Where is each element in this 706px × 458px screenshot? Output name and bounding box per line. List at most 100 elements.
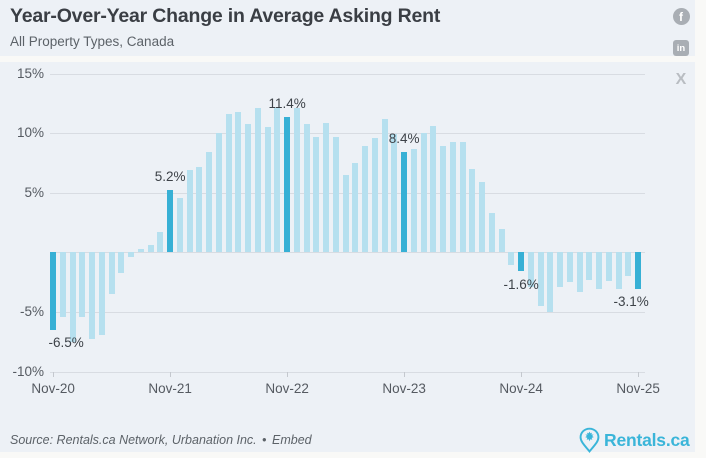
bar-sep-22[interactable] [264, 127, 271, 253]
bar-jun-22[interactable] [235, 111, 242, 253]
y-axis-label-10: 10% [16, 125, 44, 141]
bar-jan-24[interactable] [420, 133, 427, 253]
bar-aug-23[interactable] [371, 138, 378, 253]
bar-jun-25[interactable] [586, 252, 593, 280]
bar-oct-24[interactable] [508, 252, 515, 266]
facebook-share-button[interactable]: f [672, 7, 690, 25]
x-axis-label-nov-20: Nov-20 [31, 381, 75, 396]
bar-jun-21[interactable] [118, 252, 125, 273]
bar-apr-23[interactable] [332, 136, 339, 253]
bar-nov-24[interactable] [518, 252, 525, 272]
bar-jan-23[interactable] [303, 123, 310, 253]
source-text: Source: Rentals.ca Network, Urbanation I… [10, 433, 257, 447]
bar-sep-24[interactable] [498, 228, 505, 253]
bar-mar-22[interactable] [206, 152, 213, 253]
bar-feb-22[interactable] [196, 166, 203, 253]
bar-dec-20[interactable] [59, 252, 66, 317]
bar-nov-25[interactable] [635, 252, 642, 290]
x-axis-label-nov-21: Nov-21 [148, 381, 192, 396]
bar-may-22[interactable] [225, 114, 232, 253]
data-label-nov-23: 8.4% [388, 131, 420, 147]
rentalsca-logo[interactable]: Rentals.ca [579, 427, 690, 454]
x-axis-label-nov-25: Nov-25 [616, 381, 660, 396]
data-label-nov-20: -6.5% [48, 334, 84, 350]
bar-sep-21[interactable] [147, 245, 154, 253]
x-tick-nov-24 [521, 371, 523, 377]
bar-dec-23[interactable] [410, 148, 417, 253]
bar-may-25[interactable] [576, 252, 583, 292]
separator-bullet: • [262, 433, 267, 447]
x-share-button[interactable]: X [672, 71, 690, 89]
bar-jun-23[interactable] [352, 163, 359, 253]
bar-jul-21[interactable] [128, 252, 135, 258]
y-axis-label-15: 15% [16, 65, 44, 81]
bar-apr-22[interactable] [215, 133, 222, 253]
bar-feb-24[interactable] [430, 126, 437, 253]
x-tick-nov-25 [638, 371, 640, 377]
x-tick-nov-20 [53, 371, 55, 377]
bar-sep-23[interactable] [381, 118, 388, 253]
bar-dec-22[interactable] [293, 108, 300, 253]
chart-subtitle: All Property Types, Canada [10, 34, 175, 49]
bar-aug-21[interactable] [137, 248, 144, 253]
y-axis-label-5: 5% [24, 184, 44, 200]
embed-link[interactable]: Embed [272, 433, 312, 447]
bar-jan-22[interactable] [186, 170, 193, 253]
bar-aug-22[interactable] [254, 108, 261, 253]
bar-oct-23[interactable] [391, 134, 398, 253]
x-axis-label-nov-23: Nov-23 [382, 381, 426, 396]
data-label-nov-22: 11.4% [268, 95, 306, 111]
gridline-10 [50, 133, 645, 135]
bar-oct-21[interactable] [157, 232, 164, 253]
chart-title: Year-Over-Year Change in Average Asking … [10, 5, 441, 27]
bar-feb-23[interactable] [313, 136, 320, 253]
bar-feb-25[interactable] [547, 252, 554, 312]
bar-jan-21[interactable] [69, 252, 76, 342]
x-axis-label-nov-22: Nov-22 [265, 381, 309, 396]
source-attribution: Source: Rentals.ca Network, Urbanation I… [10, 433, 312, 447]
bar-jul-22[interactable] [245, 123, 252, 253]
bar-jul-23[interactable] [362, 146, 369, 253]
bar-jul-24[interactable] [479, 182, 486, 253]
bar-jun-24[interactable] [469, 169, 476, 253]
linkedin-icon: in [673, 40, 689, 56]
facebook-icon: f [672, 7, 690, 25]
linkedin-share-button[interactable]: in [672, 39, 690, 57]
bar-dec-24[interactable] [527, 252, 534, 287]
gridline-15 [50, 73, 645, 75]
x-tick-nov-21 [170, 371, 172, 377]
gridline-0 [50, 252, 645, 254]
bar-mar-21[interactable] [89, 252, 96, 340]
bar-aug-25[interactable] [605, 252, 612, 281]
header [0, 0, 695, 56]
x-tick-nov-22 [287, 371, 289, 377]
gridline--5 [50, 312, 645, 313]
maple-leaf-pin-icon [579, 427, 600, 453]
bar-mar-24[interactable] [440, 146, 447, 253]
x-icon: X [675, 71, 687, 88]
bar-mar-23[interactable] [323, 122, 330, 253]
bar-nov-22[interactable] [284, 116, 291, 253]
bar-apr-21[interactable] [98, 252, 105, 335]
bar-sep-25[interactable] [615, 252, 622, 290]
bar-may-23[interactable] [342, 174, 349, 253]
bar-dec-21[interactable] [176, 197, 183, 253]
data-label-nov-24: -1.6% [503, 276, 539, 292]
bar-feb-21[interactable] [79, 252, 86, 317]
bar-mar-25[interactable] [557, 252, 564, 287]
bar-oct-22[interactable] [274, 108, 281, 253]
bar-apr-24[interactable] [449, 141, 456, 253]
bar-oct-25[interactable] [625, 252, 632, 277]
bar-aug-24[interactable] [488, 213, 495, 253]
bar-may-24[interactable] [459, 141, 466, 253]
bar-may-21[interactable] [108, 252, 115, 295]
y-axis-label--5: -5% [19, 304, 44, 319]
bar-nov-20[interactable] [50, 252, 57, 330]
bar-apr-25[interactable] [566, 252, 573, 283]
bar-jul-25[interactable] [596, 252, 603, 290]
gridline--10 [50, 371, 645, 373]
bar-nov-21[interactable] [167, 190, 174, 253]
bar-nov-23[interactable] [401, 152, 408, 253]
bar-jan-25[interactable] [537, 252, 544, 306]
